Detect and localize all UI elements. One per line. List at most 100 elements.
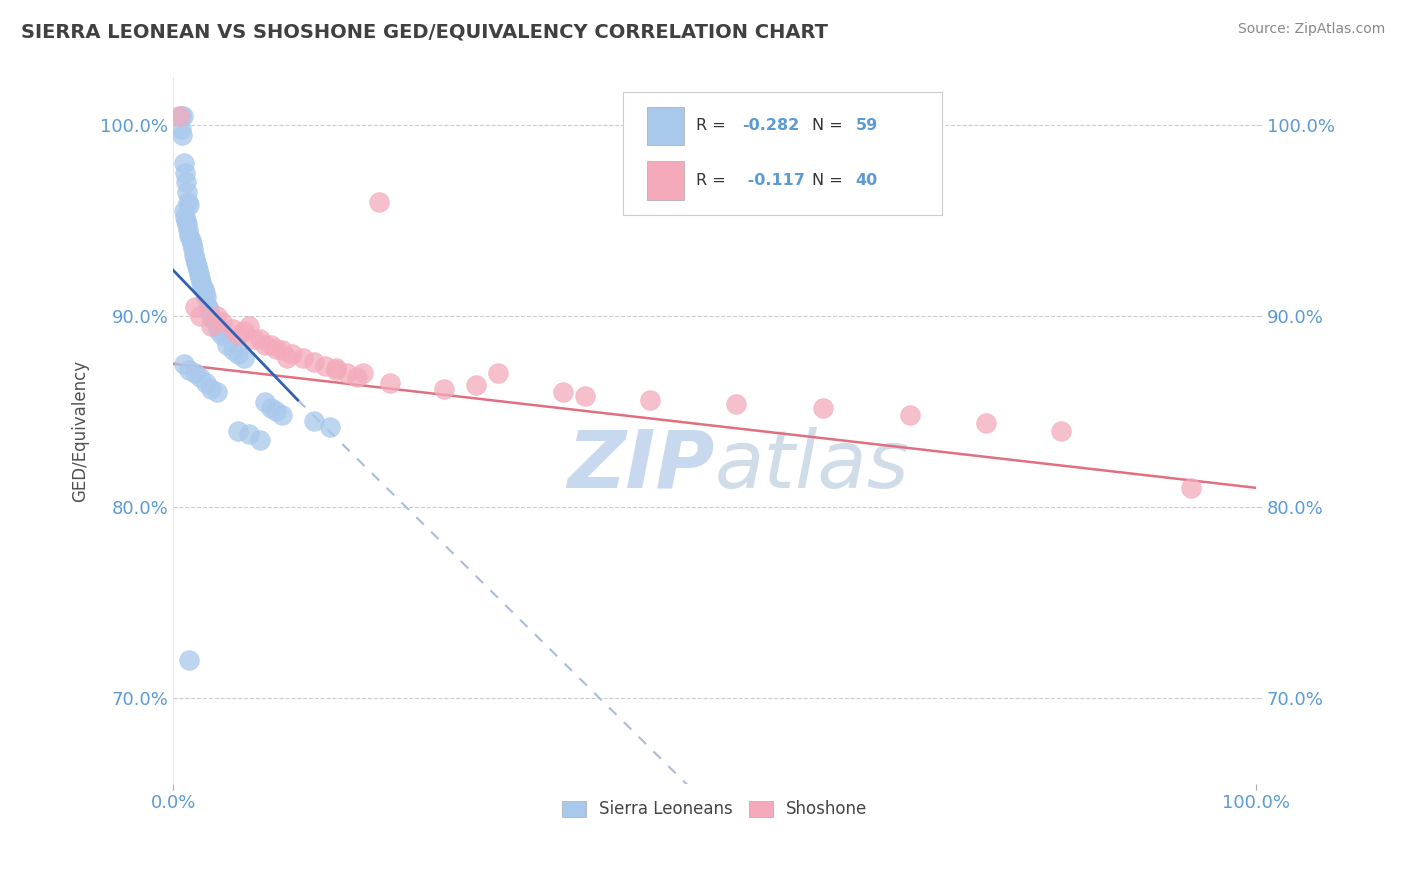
Point bbox=[174, 210, 197, 224]
Text: R =: R = bbox=[696, 119, 731, 134]
Point bbox=[368, 194, 391, 209]
Point bbox=[226, 347, 249, 361]
Point bbox=[176, 185, 198, 199]
Text: R =: R = bbox=[696, 173, 731, 188]
Point bbox=[211, 315, 233, 329]
Point bbox=[264, 404, 287, 418]
Point bbox=[179, 198, 201, 212]
Point bbox=[222, 322, 245, 336]
Point bbox=[211, 328, 233, 343]
FancyBboxPatch shape bbox=[647, 161, 685, 200]
Point bbox=[314, 359, 336, 373]
Point bbox=[260, 401, 283, 415]
Point bbox=[170, 128, 193, 142]
Point bbox=[205, 318, 228, 333]
Point bbox=[217, 337, 239, 351]
Point bbox=[188, 309, 211, 323]
Point bbox=[725, 397, 748, 411]
Point bbox=[173, 204, 195, 219]
Point bbox=[187, 263, 209, 277]
Point bbox=[486, 367, 509, 381]
Point bbox=[176, 218, 198, 232]
Point bbox=[254, 395, 277, 409]
Text: 59: 59 bbox=[856, 119, 877, 134]
Point bbox=[188, 370, 211, 384]
Point bbox=[238, 318, 260, 333]
Point bbox=[179, 228, 201, 243]
Text: Source: ZipAtlas.com: Source: ZipAtlas.com bbox=[1237, 22, 1385, 37]
Point bbox=[205, 385, 228, 400]
Point bbox=[190, 275, 212, 289]
Point bbox=[184, 255, 207, 269]
Y-axis label: GED/Equivalency: GED/Equivalency bbox=[72, 359, 89, 501]
Point bbox=[194, 286, 217, 301]
Point bbox=[433, 382, 456, 396]
Point bbox=[232, 324, 254, 338]
Point bbox=[232, 351, 254, 365]
Point bbox=[172, 109, 194, 123]
Point bbox=[1050, 424, 1073, 438]
Point bbox=[270, 343, 292, 358]
Point bbox=[346, 370, 368, 384]
Point bbox=[238, 427, 260, 442]
Point bbox=[188, 267, 211, 281]
Point bbox=[186, 260, 208, 274]
Point bbox=[352, 367, 374, 381]
Point bbox=[184, 300, 207, 314]
Point bbox=[226, 424, 249, 438]
Point bbox=[222, 343, 245, 358]
FancyBboxPatch shape bbox=[647, 106, 685, 145]
Text: N =: N = bbox=[813, 173, 848, 188]
Point bbox=[638, 392, 661, 407]
Point bbox=[177, 223, 200, 237]
Point bbox=[183, 248, 205, 262]
Point bbox=[243, 332, 266, 346]
Point bbox=[179, 362, 201, 376]
FancyBboxPatch shape bbox=[623, 92, 942, 215]
Point bbox=[194, 376, 217, 390]
Point bbox=[898, 409, 921, 423]
Point bbox=[193, 282, 215, 296]
Point bbox=[270, 409, 292, 423]
Text: -0.282: -0.282 bbox=[742, 119, 799, 134]
Legend: Sierra Leoneans, Shoshone: Sierra Leoneans, Shoshone bbox=[555, 794, 875, 825]
Point bbox=[574, 389, 596, 403]
Point bbox=[200, 318, 222, 333]
Text: N =: N = bbox=[813, 119, 848, 134]
Point bbox=[180, 236, 202, 251]
Point bbox=[325, 360, 347, 375]
Point bbox=[197, 300, 219, 314]
Point bbox=[191, 278, 214, 293]
Point bbox=[200, 382, 222, 396]
Point bbox=[174, 166, 197, 180]
Point bbox=[181, 242, 204, 256]
Point bbox=[179, 653, 201, 667]
Point bbox=[205, 309, 228, 323]
Point bbox=[249, 332, 271, 346]
Point bbox=[302, 414, 325, 428]
Point bbox=[1180, 481, 1202, 495]
Text: 40: 40 bbox=[856, 173, 877, 188]
Point bbox=[200, 309, 222, 323]
Point bbox=[174, 176, 197, 190]
Point bbox=[202, 313, 225, 327]
Point bbox=[281, 347, 304, 361]
Point bbox=[188, 271, 211, 285]
Point bbox=[335, 367, 357, 381]
Point bbox=[226, 328, 249, 343]
Point bbox=[378, 376, 401, 390]
Point bbox=[194, 290, 217, 304]
Point bbox=[292, 351, 315, 365]
Point bbox=[325, 362, 347, 376]
Point bbox=[184, 367, 207, 381]
Point bbox=[170, 122, 193, 136]
Point bbox=[174, 213, 197, 227]
Point bbox=[465, 377, 488, 392]
Point bbox=[811, 401, 834, 415]
Point bbox=[302, 355, 325, 369]
Point bbox=[974, 416, 997, 430]
Point bbox=[276, 351, 298, 365]
Point bbox=[249, 433, 271, 447]
Text: -0.117: -0.117 bbox=[742, 173, 804, 188]
Point bbox=[173, 156, 195, 170]
